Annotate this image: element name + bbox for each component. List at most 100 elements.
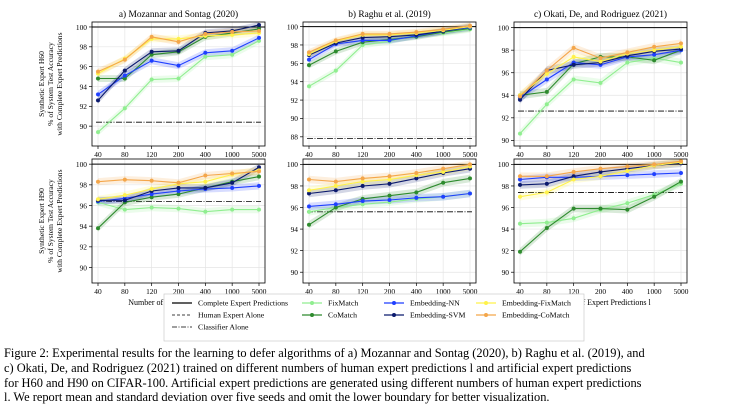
y-tick-label: 88 bbox=[291, 133, 299, 142]
x-tick-label: 120 bbox=[357, 287, 368, 296]
legend-label: Human Expert Alone bbox=[198, 311, 265, 320]
data-point bbox=[544, 77, 549, 82]
x-tick-label: 400 bbox=[200, 287, 211, 296]
data-point bbox=[122, 177, 127, 182]
data-point bbox=[256, 174, 262, 179]
legend-marker bbox=[392, 313, 396, 317]
x-tick-label: 200 bbox=[384, 150, 395, 159]
legend-item: CoMatch bbox=[302, 311, 357, 320]
data-point bbox=[598, 166, 603, 171]
x-tick-label: 120 bbox=[357, 150, 368, 159]
x-tick-label: 1000 bbox=[436, 287, 451, 296]
std-band bbox=[520, 54, 681, 138]
x-tick-label: 400 bbox=[622, 150, 633, 159]
data-point bbox=[230, 180, 235, 185]
data-point bbox=[333, 188, 338, 193]
y-tick-label: 92 bbox=[80, 102, 88, 111]
data-point bbox=[544, 68, 549, 73]
legend-label: Complete Expert Predictions bbox=[198, 299, 288, 308]
data-point bbox=[360, 199, 365, 204]
data-point bbox=[203, 173, 208, 178]
x-tick-label: 400 bbox=[622, 287, 633, 296]
y-tick-label: 100 bbox=[287, 22, 298, 31]
data-point bbox=[625, 168, 630, 173]
data-point bbox=[678, 60, 684, 65]
data-point bbox=[122, 57, 127, 62]
y-axis-label: with Complete Expert Predictions bbox=[55, 169, 64, 272]
std-band bbox=[309, 25, 470, 69]
data-point bbox=[652, 44, 657, 49]
data-point bbox=[598, 59, 603, 64]
legend-label: Embedding-CoMatch bbox=[502, 311, 570, 320]
x-tick-label: 40 bbox=[94, 150, 102, 159]
data-point bbox=[387, 38, 392, 43]
data-point bbox=[149, 178, 154, 183]
x-tick-label: 80 bbox=[121, 287, 129, 296]
y-tick-label: 92 bbox=[502, 114, 510, 123]
data-point bbox=[517, 249, 523, 254]
data-point bbox=[625, 164, 630, 169]
y-tick-label: 96 bbox=[502, 203, 510, 212]
data-point bbox=[306, 50, 312, 55]
data-point bbox=[652, 48, 657, 53]
x-tick-label: 80 bbox=[332, 150, 340, 159]
x-tick-label: 200 bbox=[384, 287, 395, 296]
legend-marker bbox=[484, 313, 488, 317]
y-tick-label: 96 bbox=[291, 59, 299, 68]
x-tick-label: 40 bbox=[305, 150, 313, 159]
data-point bbox=[176, 206, 181, 211]
std-band bbox=[520, 46, 681, 100]
legend-label: Embedding-SVM bbox=[410, 311, 466, 320]
std-band bbox=[98, 22, 259, 104]
y-tick-label: 92 bbox=[291, 96, 299, 105]
data-point bbox=[203, 50, 208, 55]
data-point bbox=[230, 185, 235, 190]
data-point bbox=[571, 206, 576, 211]
subplot-title: c) Okati, De, and Rodriguez (2021) bbox=[534, 9, 667, 20]
data-point bbox=[678, 170, 684, 176]
data-point bbox=[306, 84, 312, 89]
data-point bbox=[544, 102, 549, 107]
caption-line: l. We report mean and standard deviation… bbox=[4, 390, 550, 405]
y-tick-label: 100 bbox=[498, 23, 509, 32]
data-point bbox=[517, 182, 523, 187]
data-point bbox=[517, 131, 523, 136]
x-tick-label: 40 bbox=[305, 287, 313, 296]
data-point bbox=[256, 22, 262, 28]
data-point bbox=[467, 176, 473, 181]
data-point bbox=[95, 179, 101, 184]
data-point bbox=[122, 193, 127, 198]
data-point bbox=[333, 179, 338, 184]
y-tick-label: 94 bbox=[80, 82, 88, 91]
data-point bbox=[306, 188, 312, 193]
std-band bbox=[98, 173, 259, 232]
legend-item: Complete Expert Predictions bbox=[172, 299, 288, 308]
data-point bbox=[571, 169, 576, 174]
subplot-title: a) Mozannar and Sontag (2020) bbox=[119, 9, 238, 20]
data-point bbox=[360, 176, 365, 181]
y-tick-label: 92 bbox=[291, 246, 299, 255]
legend-marker bbox=[310, 313, 314, 317]
data-point bbox=[625, 173, 630, 178]
data-point bbox=[306, 222, 312, 227]
data-point bbox=[333, 202, 338, 207]
x-tick-label: 5000 bbox=[463, 287, 478, 296]
data-point bbox=[625, 50, 630, 55]
data-point bbox=[678, 44, 684, 49]
y-tick-label: 94 bbox=[80, 222, 88, 231]
data-point bbox=[571, 216, 576, 221]
y-tick-label: 98 bbox=[291, 182, 299, 191]
caption-line: Figure 2: Experimental results for the l… bbox=[4, 346, 645, 360]
data-point bbox=[441, 27, 446, 32]
data-point bbox=[652, 52, 657, 57]
data-point bbox=[414, 30, 419, 35]
data-point bbox=[176, 48, 181, 53]
x-tick-label: 120 bbox=[568, 287, 579, 296]
y-axis-label: % of System Test Accuracy bbox=[46, 42, 55, 126]
data-point bbox=[544, 181, 549, 186]
y-tick-label: 90 bbox=[291, 114, 299, 123]
data-point bbox=[230, 29, 235, 34]
x-tick-label: 400 bbox=[200, 150, 211, 159]
data-point bbox=[441, 180, 446, 185]
std-band bbox=[98, 37, 259, 136]
